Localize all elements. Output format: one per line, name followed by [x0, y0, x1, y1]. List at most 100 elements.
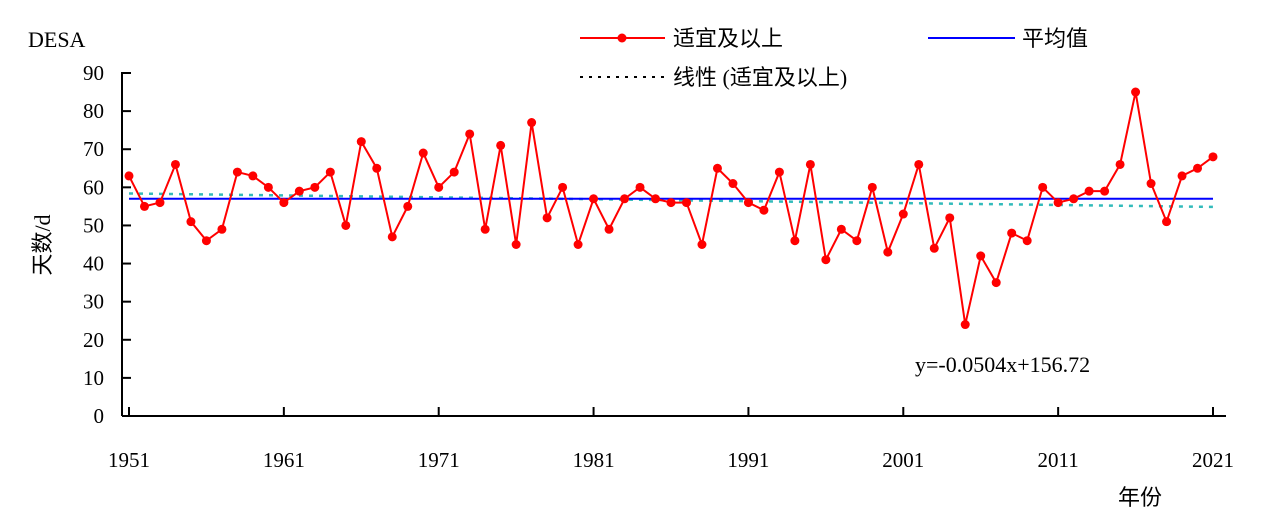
data-point: [1007, 228, 1017, 238]
y-tick-label: 30: [83, 290, 104, 314]
data-point: [589, 194, 599, 204]
data-point: [372, 163, 382, 173]
y-tick-label: 60: [83, 175, 104, 199]
data-point: [1115, 159, 1125, 169]
x-tick-label: 1951: [108, 448, 150, 472]
data-point: [248, 171, 258, 181]
data-point: [558, 182, 568, 192]
data-point: [852, 236, 862, 246]
data-point: [1038, 182, 1048, 192]
data-point: [666, 198, 676, 208]
x-axis-label: 年份: [1118, 485, 1162, 510]
data-point: [449, 167, 459, 177]
data-point: [914, 159, 924, 169]
data-point: [681, 198, 691, 208]
data-point: [991, 278, 1001, 288]
data-point: [898, 209, 908, 219]
data-point: [341, 220, 351, 230]
data-point: [774, 167, 784, 177]
data-point: [294, 186, 304, 196]
data-point: [805, 159, 815, 169]
legend-label-mean: 平均值: [1022, 26, 1088, 51]
data-point: [217, 224, 227, 234]
y-tick-label: 70: [83, 137, 104, 161]
data-point: [1162, 217, 1172, 227]
y-tick-label: 10: [83, 366, 104, 390]
data-point: [139, 201, 149, 211]
data-point: [170, 159, 180, 169]
y-tick-label: 80: [83, 99, 104, 123]
series-line: [128, 91, 1214, 325]
legend-label-trend: 线性 (适宜及以上): [673, 65, 847, 90]
data-point: [403, 201, 413, 211]
data-point: [1177, 171, 1187, 181]
x-tick-label: 2001: [882, 448, 924, 472]
data-point: [1208, 152, 1218, 162]
data-point: [496, 140, 506, 150]
y-tick-label: 90: [83, 61, 104, 85]
data-point: [263, 182, 273, 192]
data-point: [232, 167, 242, 177]
y-tick-label: 50: [83, 213, 104, 237]
data-point: [1053, 198, 1063, 208]
x-tick-label: 2021: [1192, 448, 1234, 472]
data-point: [279, 198, 289, 208]
data-point: [821, 255, 831, 265]
data-point: [976, 251, 986, 261]
legend: 适宜及以上 平均值 线性 (适宜及以上): [580, 26, 1088, 90]
data-point: [728, 179, 738, 189]
data-point: [604, 224, 614, 234]
data-point: [480, 224, 490, 234]
trend-equation: y=-0.0504x+156.72: [915, 352, 1090, 377]
data-point: [759, 205, 769, 215]
data-point: [325, 167, 335, 177]
data-point: [418, 148, 428, 158]
axes: [121, 72, 1226, 417]
x-tick-label: 1991: [727, 448, 769, 472]
data-point: [1131, 87, 1141, 97]
data-point: [1084, 186, 1094, 196]
data-point: [124, 171, 134, 181]
data-point: [201, 236, 211, 246]
data-point: [186, 217, 196, 227]
legend-label-series: 适宜及以上: [673, 26, 783, 51]
data-point: [867, 182, 877, 192]
data-point: [960, 320, 970, 330]
data-point: [651, 194, 661, 204]
data-point: [511, 240, 521, 249]
data-point: [387, 232, 397, 242]
data-point: [712, 163, 722, 173]
data-point: [573, 240, 583, 249]
data-point: [1069, 194, 1079, 204]
x-tick-label: 1971: [418, 448, 460, 472]
data-point: [310, 182, 320, 192]
data-point: [836, 224, 846, 234]
data-point: [1100, 186, 1110, 196]
data-point: [155, 198, 165, 208]
legend-marker: [617, 33, 627, 43]
data-point: [1193, 163, 1203, 173]
y-axis-label: 天数/d: [30, 214, 55, 275]
data-point: [790, 236, 800, 246]
data-point: [465, 129, 475, 139]
data-point: [356, 137, 366, 147]
data-point: [635, 182, 645, 192]
data-point: [1022, 236, 1032, 246]
data-point: [542, 213, 552, 223]
data-point: [527, 118, 537, 128]
data-point: [743, 198, 753, 208]
data-point: [929, 243, 939, 253]
data-point: [945, 213, 955, 223]
data-point: [883, 247, 893, 257]
data-point: [697, 240, 707, 249]
chart-title: DESA: [28, 27, 86, 52]
data-point: [1146, 179, 1156, 189]
y-tick-label: 20: [83, 328, 104, 352]
y-tick-label: 0: [94, 404, 105, 428]
x-tick-label: 2011: [1038, 448, 1079, 472]
x-tick-label: 1981: [573, 448, 615, 472]
data-point: [434, 182, 444, 192]
y-tick-label: 40: [83, 252, 104, 276]
data-point: [620, 194, 630, 204]
